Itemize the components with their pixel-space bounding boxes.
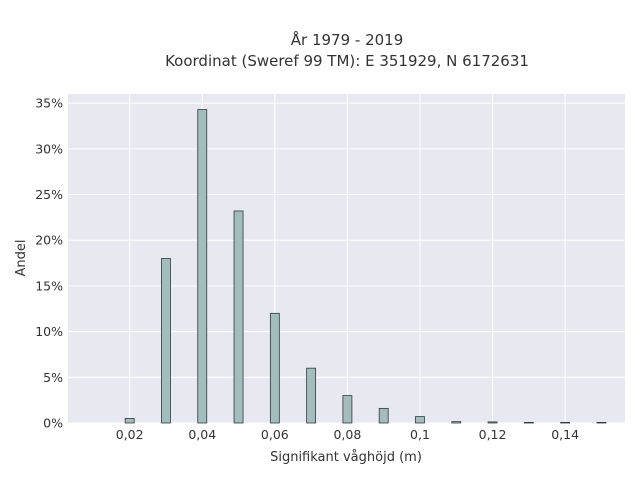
y-tick-label: 0% [43,416,63,431]
plot-area [68,94,625,423]
x-tick-label: 0,08 [333,427,361,442]
histogram-bar [342,395,353,424]
histogram-bar [523,421,534,424]
histogram-bar [233,210,244,424]
histogram-bar [124,418,135,424]
x-tick-label: 0,12 [479,427,507,442]
y-axis-ticks: 0% 5% 10% 15% 20% 25% 30% 35% [35,96,63,431]
histogram-bar [269,312,280,424]
x-tick-label: 0,04 [188,427,216,442]
grid-lines [68,94,625,424]
x-tick-label: 0,06 [261,427,289,442]
x-tick-label: 0,14 [551,427,579,442]
x-axis-ticks: 0,02 0,04 0,06 0,08 0,1 0,12 0,14 [116,427,579,442]
histogram-bar [560,421,571,424]
x-tick-label: 0,1 [410,427,430,442]
y-axis-label: Andel [14,240,29,277]
y-tick-label: 5% [43,370,63,385]
y-tick-label: 15% [35,278,63,293]
histogram-bar [197,109,208,424]
histogram-bar [415,416,425,424]
chart-title-line-1: År 1979 - 2019 [291,30,404,49]
histogram-bar [596,421,607,424]
histogram-bar [161,258,171,424]
y-tick-label: 25% [35,187,63,202]
y-tick-label: 20% [35,233,63,248]
x-tick-label: 0,02 [116,427,144,442]
bars [124,109,607,424]
x-axis-label: Signifikant våghöjd (m) [270,450,422,465]
histogram-bar [487,421,498,424]
histogram-bar [306,367,317,424]
histogram-bar [378,407,389,424]
y-tick-label: 10% [35,324,63,339]
chart-title-line-2: Koordinat (Sweref 99 TM): E 351929, N 61… [165,52,529,70]
histogram-bar [451,421,462,424]
y-tick-label: 35% [35,96,63,111]
y-tick-label: 30% [35,141,63,156]
